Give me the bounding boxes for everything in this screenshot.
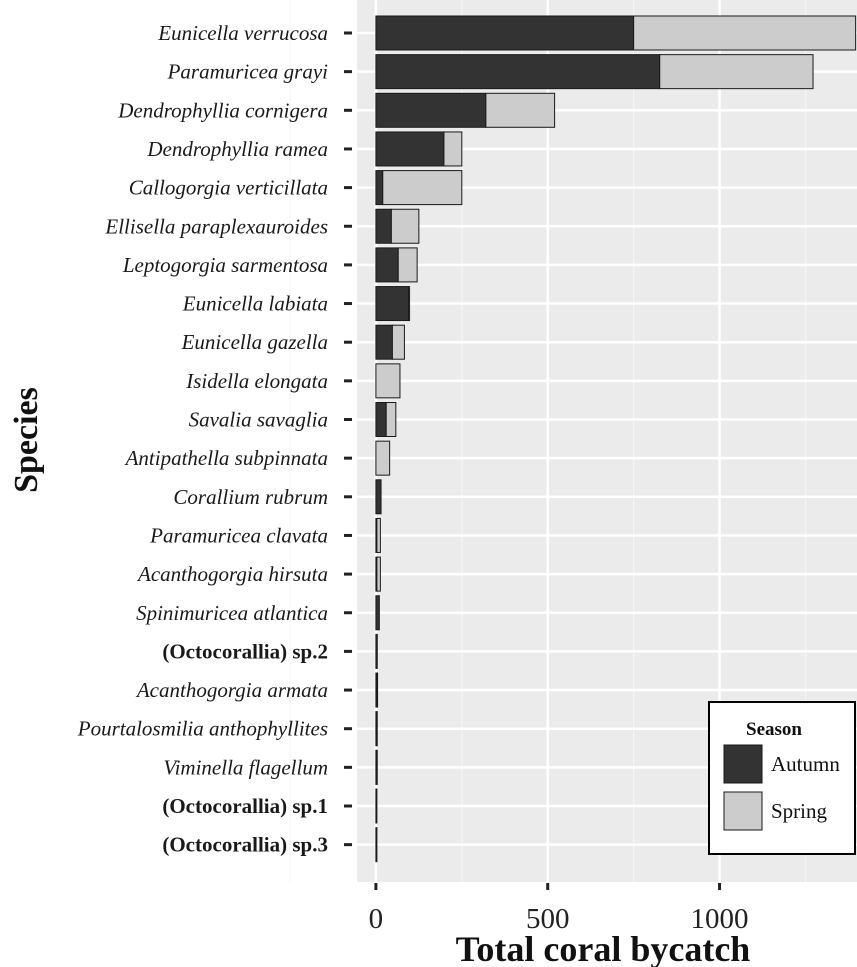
bar-segment-autumn (375, 247, 399, 283)
bar-segment-spring (443, 131, 463, 167)
bar-segment-spring (376, 672, 379, 708)
y-tick-label: Eunicella labiata (182, 292, 328, 316)
bar-segment-spring (390, 208, 420, 244)
bar-segment-autumn (375, 131, 445, 167)
bar-segment-autumn (375, 479, 382, 515)
bar-segment-spring (385, 402, 397, 437)
y-tick-label: Dendrophyllia ramea (146, 137, 328, 161)
legend-label-spring: Spring (771, 799, 828, 823)
legend: Season Autumn Spring (708, 701, 856, 855)
bar-segment-autumn (375, 208, 392, 244)
bar-segment-spring (376, 517, 381, 553)
y-tick-label: Antipathella subpinnata (124, 446, 328, 470)
bar-segment-autumn (375, 92, 487, 128)
bar-segment-autumn (375, 324, 393, 360)
legend-label-autumn: Autumn (771, 752, 840, 776)
bar-segment-spring (382, 170, 463, 206)
bar-segment-spring (375, 363, 401, 399)
y-tick-label: (Octocorallia) sp.3 (162, 833, 328, 857)
y-tick-label: Ellisella paraplexauroides (104, 214, 328, 238)
bar-segment-autumn (375, 788, 378, 824)
y-axis: Eunicella verrucosa Paramuricea grayi Dend… (77, 21, 352, 857)
y-tick-label: (Octocorallia) sp.2 (162, 639, 328, 663)
bar-segment-autumn (375, 827, 378, 863)
y-tick-label: Acanthogorgia hirsuta (136, 562, 328, 586)
bar-segment-spring (408, 286, 411, 322)
x-tick-label: 500 (526, 903, 570, 935)
y-tick-label: Paramuricea clavata (149, 523, 328, 547)
bars (375, 15, 857, 863)
y-tick-label: Acanthogorgia armata (135, 678, 328, 702)
y-tick-label: Paramuricea grayi (167, 60, 329, 84)
y-tick-label: Eunicella gazella (181, 330, 328, 354)
bar-segment-spring (375, 440, 391, 476)
bar-segment-autumn (375, 402, 387, 437)
bar-segment-spring (659, 54, 814, 90)
y-tick-label: (Octocorallia) sp.1 (162, 794, 328, 818)
bar-segment-autumn (375, 633, 378, 669)
y-tick-label: Corallium rubrum (173, 485, 328, 509)
y-tick-label: Pourtalosmilia anthophyllites (77, 717, 328, 741)
bar-segment-spring (375, 749, 378, 785)
bar-segment-spring (376, 556, 381, 592)
legend-title: Season (746, 719, 802, 740)
bar-segment-spring (485, 92, 556, 128)
bar-segment-spring (375, 711, 378, 747)
y-tick-label: Spinimuricea atlantica (136, 601, 328, 625)
bar-segment-autumn (375, 54, 661, 90)
y-tick-label: Savalia savaglia (189, 408, 328, 432)
y-tick-label: Eunicella verrucosa (157, 21, 328, 45)
legend-key-autumn (723, 744, 763, 784)
bar-segment-spring (397, 247, 418, 283)
x-tick-label: 1000 (691, 903, 749, 935)
bar-segment-autumn (375, 595, 380, 631)
bar-segment-spring (391, 324, 405, 360)
y-tick-label: Isidella elongata (185, 369, 328, 393)
bar-segment-autumn (375, 15, 635, 51)
x-tick-label: 0 (369, 903, 384, 935)
bar-segment-autumn (375, 170, 384, 206)
legend-key-spring (723, 791, 763, 831)
bar-segment-spring (633, 15, 857, 51)
x-axis: 0 500 1000 (369, 883, 749, 935)
y-tick-label: Leptogorgia sarmentosa (122, 253, 328, 277)
y-axis-title: Species (8, 387, 45, 493)
y-tick-label: Viminella flagellum (163, 755, 328, 779)
bar-segment-autumn (375, 286, 410, 322)
x-axis-title: Total coral bycatch (456, 929, 751, 967)
y-tick-label: Callogorgia verticillata (129, 176, 328, 200)
y-tick-label: Dendrophyllia cornigera (117, 98, 328, 122)
